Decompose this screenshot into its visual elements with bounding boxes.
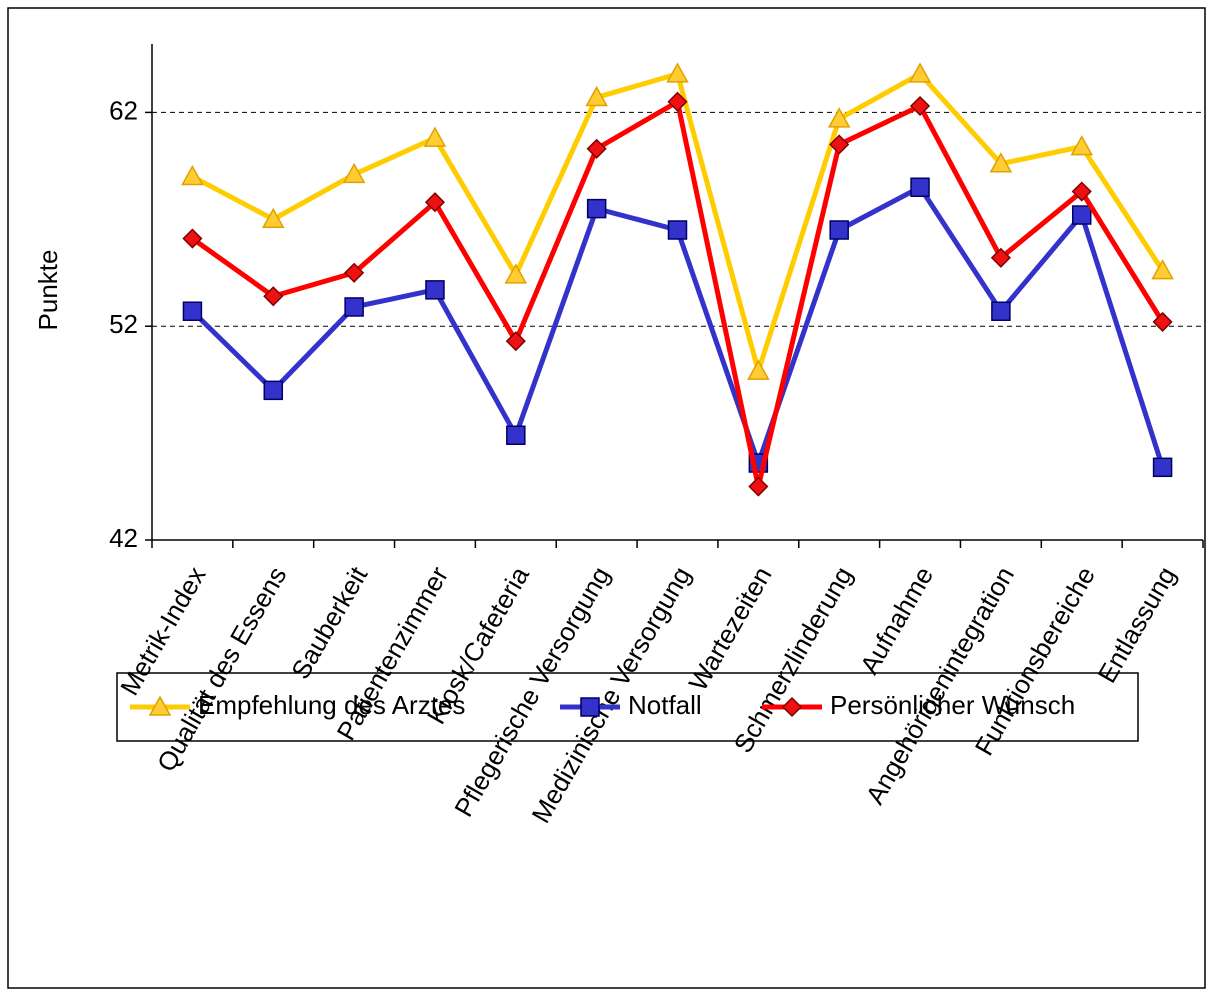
marker bbox=[1070, 135, 1094, 156]
marker bbox=[425, 280, 445, 300]
legend-box bbox=[116, 672, 1139, 742]
marker bbox=[182, 228, 203, 249]
legend-label: Persönlicher Wunsch bbox=[830, 690, 1075, 720]
marker bbox=[989, 152, 1013, 173]
legend-label: Notfall bbox=[628, 690, 702, 720]
marker bbox=[908, 62, 932, 83]
marker bbox=[424, 192, 446, 213]
marker bbox=[1151, 259, 1174, 280]
marker bbox=[181, 165, 204, 186]
y-tick-label: 62 bbox=[109, 95, 138, 125]
marker bbox=[990, 247, 1011, 268]
marker bbox=[344, 262, 365, 283]
chart-border bbox=[7, 7, 1206, 989]
marker bbox=[747, 359, 770, 380]
marker bbox=[909, 95, 931, 117]
marker bbox=[667, 220, 688, 240]
marker bbox=[1152, 457, 1173, 478]
marker bbox=[586, 198, 607, 219]
marker bbox=[991, 301, 1011, 321]
marker bbox=[1071, 205, 1092, 225]
marker bbox=[829, 134, 850, 155]
marker bbox=[827, 107, 851, 128]
marker bbox=[1071, 181, 1092, 202]
marker bbox=[263, 286, 284, 307]
marker bbox=[504, 263, 528, 284]
marker bbox=[667, 91, 688, 112]
marker bbox=[666, 62, 689, 83]
marker bbox=[261, 207, 285, 229]
marker bbox=[344, 297, 364, 317]
marker bbox=[148, 695, 172, 716]
legend-label: Empfehlung des Arztes bbox=[198, 690, 465, 720]
marker bbox=[580, 697, 600, 717]
marker bbox=[423, 126, 447, 147]
marker bbox=[506, 425, 526, 445]
marker bbox=[585, 85, 608, 107]
marker bbox=[182, 301, 203, 321]
marker bbox=[829, 220, 849, 240]
marker bbox=[505, 331, 526, 352]
marker bbox=[586, 138, 607, 159]
marker bbox=[910, 177, 930, 197]
y-tick-label: 42 bbox=[109, 523, 138, 553]
marker bbox=[748, 476, 769, 497]
y-tick-label: 52 bbox=[109, 309, 138, 339]
marker bbox=[263, 380, 284, 401]
marker bbox=[342, 162, 366, 184]
marker bbox=[1152, 311, 1173, 332]
y-axis-label: Punkte bbox=[33, 250, 63, 331]
marker bbox=[781, 696, 803, 718]
